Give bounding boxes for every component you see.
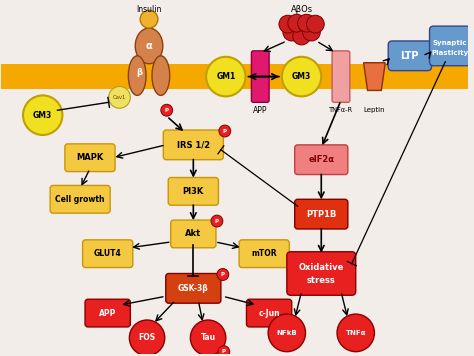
Text: P: P bbox=[223, 129, 227, 134]
Text: Tau: Tau bbox=[201, 333, 216, 342]
Text: GM3: GM3 bbox=[292, 72, 311, 81]
Circle shape bbox=[279, 15, 297, 33]
FancyBboxPatch shape bbox=[295, 145, 348, 174]
Text: Akt: Akt bbox=[185, 229, 201, 239]
Text: P: P bbox=[215, 219, 219, 224]
FancyBboxPatch shape bbox=[239, 240, 289, 268]
Text: Insulin: Insulin bbox=[137, 5, 162, 14]
FancyBboxPatch shape bbox=[246, 299, 292, 327]
Text: Cav1: Cav1 bbox=[113, 95, 126, 100]
Text: PTP1B: PTP1B bbox=[306, 210, 337, 219]
Text: Oxidative: Oxidative bbox=[299, 263, 344, 272]
Text: NFkB: NFkB bbox=[276, 330, 297, 336]
Text: mTOR: mTOR bbox=[251, 249, 277, 258]
FancyBboxPatch shape bbox=[251, 51, 269, 102]
Text: TNFα-R: TNFα-R bbox=[329, 107, 353, 113]
FancyBboxPatch shape bbox=[65, 144, 115, 172]
FancyBboxPatch shape bbox=[287, 252, 356, 295]
Text: GM3: GM3 bbox=[33, 111, 52, 120]
Text: APP: APP bbox=[99, 309, 117, 318]
Circle shape bbox=[288, 14, 306, 32]
Bar bbox=[1, 64, 468, 89]
Polygon shape bbox=[364, 63, 385, 90]
FancyBboxPatch shape bbox=[166, 273, 221, 303]
Text: α: α bbox=[146, 41, 153, 51]
Text: Cell growth: Cell growth bbox=[55, 195, 105, 204]
FancyBboxPatch shape bbox=[168, 178, 219, 205]
FancyBboxPatch shape bbox=[164, 130, 223, 160]
Text: P: P bbox=[222, 349, 226, 354]
Ellipse shape bbox=[128, 56, 146, 95]
Text: MAPK: MAPK bbox=[76, 153, 104, 162]
Text: GSK-3β: GSK-3β bbox=[178, 284, 209, 293]
Text: AβOs: AβOs bbox=[291, 5, 313, 14]
Text: LTP: LTP bbox=[401, 51, 419, 61]
Circle shape bbox=[161, 104, 173, 116]
Circle shape bbox=[283, 23, 301, 41]
FancyBboxPatch shape bbox=[50, 185, 110, 213]
Text: c-Jun: c-Jun bbox=[258, 309, 280, 318]
Circle shape bbox=[218, 346, 230, 356]
Text: IRS 1/2: IRS 1/2 bbox=[177, 140, 210, 150]
Text: Synaptic: Synaptic bbox=[433, 40, 467, 46]
Ellipse shape bbox=[152, 56, 170, 95]
Circle shape bbox=[211, 215, 223, 227]
Circle shape bbox=[109, 87, 130, 108]
Circle shape bbox=[268, 314, 306, 352]
Text: GLUT4: GLUT4 bbox=[94, 249, 121, 258]
Text: GM1: GM1 bbox=[216, 72, 236, 81]
Text: PI3K: PI3K bbox=[182, 187, 204, 196]
Circle shape bbox=[302, 23, 320, 41]
Text: Plasticity: Plasticity bbox=[432, 50, 469, 56]
Circle shape bbox=[219, 125, 231, 137]
FancyBboxPatch shape bbox=[82, 240, 133, 268]
FancyBboxPatch shape bbox=[429, 26, 471, 66]
FancyBboxPatch shape bbox=[85, 299, 130, 327]
FancyBboxPatch shape bbox=[295, 199, 348, 229]
FancyBboxPatch shape bbox=[332, 51, 350, 102]
Text: Leptin: Leptin bbox=[364, 107, 385, 113]
Circle shape bbox=[337, 314, 374, 352]
Text: FOS: FOS bbox=[138, 333, 155, 342]
Text: P: P bbox=[165, 108, 169, 113]
Text: β: β bbox=[136, 68, 142, 77]
Circle shape bbox=[23, 95, 63, 135]
Circle shape bbox=[298, 14, 315, 32]
FancyBboxPatch shape bbox=[171, 220, 216, 248]
Circle shape bbox=[206, 57, 246, 96]
Text: P: P bbox=[221, 272, 225, 277]
Circle shape bbox=[191, 320, 226, 356]
Circle shape bbox=[217, 268, 229, 281]
Ellipse shape bbox=[135, 28, 163, 64]
Circle shape bbox=[140, 10, 158, 28]
Circle shape bbox=[293, 27, 310, 45]
FancyBboxPatch shape bbox=[388, 41, 431, 70]
Text: eIF2α: eIF2α bbox=[308, 155, 334, 164]
Text: APP: APP bbox=[253, 106, 267, 115]
Text: stress: stress bbox=[307, 276, 336, 285]
Circle shape bbox=[129, 320, 165, 356]
Circle shape bbox=[282, 57, 321, 96]
Text: TNFα: TNFα bbox=[346, 330, 366, 336]
Circle shape bbox=[307, 15, 324, 33]
